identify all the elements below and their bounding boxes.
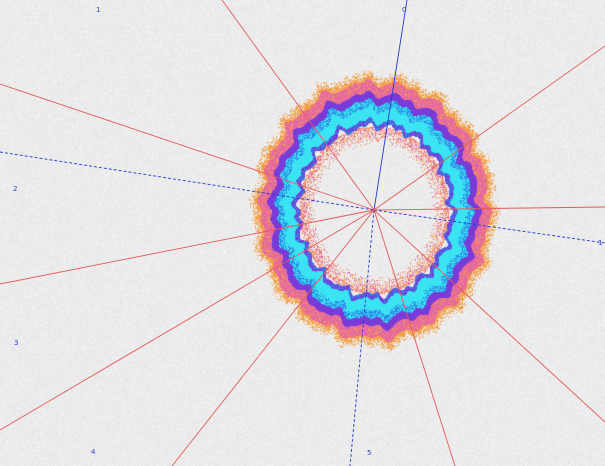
sector-label-4: 4 <box>91 448 96 456</box>
radial-line-6 <box>373 209 605 423</box>
sector-label-1: 1 <box>96 6 101 14</box>
axis-line-bottom <box>349 209 375 466</box>
radial-line-8 <box>373 45 605 211</box>
sector-label-0: 0 <box>402 6 407 14</box>
sector-label-1-right: 1 <box>598 239 603 247</box>
radial-line-3 <box>0 209 375 431</box>
radial-line-0 <box>221 0 375 211</box>
sector-label-5: 5 <box>367 449 372 457</box>
sector-label-2: 2 <box>13 185 18 193</box>
radial-line-7 <box>373 206 605 211</box>
radial-line-4 <box>171 209 375 466</box>
axis-line-top <box>373 0 408 211</box>
radial-line-1 <box>0 83 375 211</box>
axis-line-left <box>0 151 375 211</box>
sector-label-3: 3 <box>14 339 19 347</box>
radial-line-5 <box>373 209 456 466</box>
ring-center-marker <box>372 208 376 212</box>
radial-line-2 <box>0 209 375 285</box>
axis-line-right <box>373 209 605 244</box>
